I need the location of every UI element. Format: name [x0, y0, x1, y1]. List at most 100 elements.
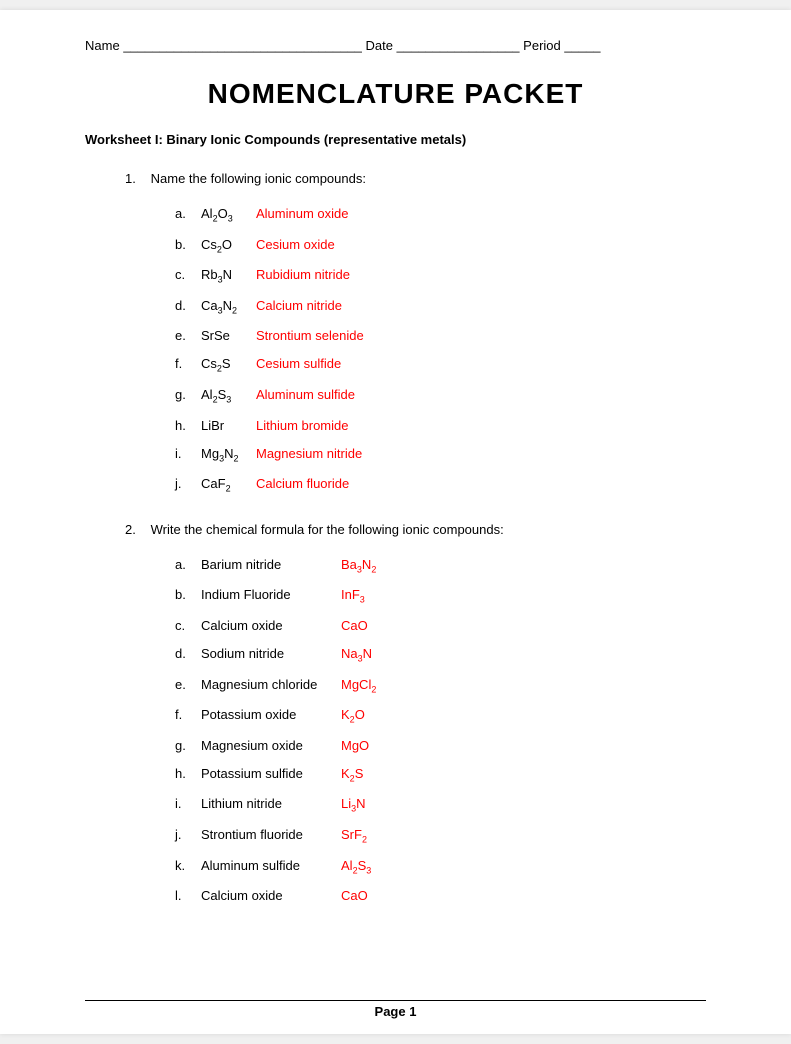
- item-letter: g.: [175, 738, 201, 753]
- item-formula: Cs2O: [201, 237, 256, 255]
- item-compound-name: Potassium sulfide: [201, 766, 341, 781]
- item-letter: d.: [175, 298, 201, 313]
- item-letter: d.: [175, 646, 201, 661]
- q1-item-row: h.LiBrLithium bromide: [175, 418, 706, 433]
- item-formula: Al2O3: [201, 206, 256, 224]
- question-2-num: 2.: [125, 522, 147, 537]
- item-compound-name: Sodium nitride: [201, 646, 341, 661]
- q1-item-row: g.Al2S3Aluminum sulfide: [175, 387, 706, 405]
- q2-item-row: a.Barium nitrideBa3N2: [175, 557, 706, 575]
- worksheet-title: Worksheet I: Binary Ionic Compounds (rep…: [85, 132, 706, 147]
- item-compound-name: Strontium fluoride: [201, 827, 341, 842]
- item-letter: c.: [175, 618, 201, 633]
- item-formula: SrSe: [201, 328, 256, 343]
- q2-item-row: l.Calcium oxideCaO: [175, 888, 706, 903]
- item-answer-formula: CaO: [341, 618, 368, 633]
- item-compound-name: Aluminum sulfide: [201, 858, 341, 873]
- q2-item-row: c.Calcium oxideCaO: [175, 618, 706, 633]
- q2-item-row: b.Indium FluorideInF3: [175, 587, 706, 605]
- item-answer: Calcium fluoride: [256, 476, 349, 491]
- q1-item-row: c.Rb3NRubidium nitride: [175, 267, 706, 285]
- question-1-items: a.Al2O3Aluminum oxide b.Cs2OCesium oxide c…: [175, 206, 706, 494]
- q1-item-row: a.Al2O3Aluminum oxide: [175, 206, 706, 224]
- item-formula: Cs2S: [201, 356, 256, 374]
- q2-item-row: e.Magnesium chlorideMgCl2: [175, 677, 706, 695]
- item-letter: c.: [175, 267, 201, 282]
- item-letter: b.: [175, 237, 201, 252]
- item-letter: g.: [175, 387, 201, 402]
- item-answer-formula: Na3N: [341, 646, 372, 664]
- q2-item-row: h.Potassium sulfideK2S: [175, 766, 706, 784]
- q2-item-row: j.Strontium fluorideSrF2: [175, 827, 706, 845]
- item-letter: b.: [175, 587, 201, 602]
- item-compound-name: Calcium oxide: [201, 618, 341, 633]
- item-answer: Aluminum sulfide: [256, 387, 355, 402]
- item-letter: j.: [175, 476, 201, 491]
- item-answer-formula: Al2S3: [341, 858, 371, 876]
- question-2: 2. Write the chemical formula for the fo…: [125, 522, 706, 537]
- header-line: Name _________________________________ D…: [85, 38, 706, 53]
- item-letter: k.: [175, 858, 201, 873]
- q1-item-row: j.CaF2Calcium fluoride: [175, 476, 706, 494]
- item-compound-name: Magnesium oxide: [201, 738, 341, 753]
- item-letter: j.: [175, 827, 201, 842]
- q1-item-row: i.Mg3N2Magnesium nitride: [175, 446, 706, 464]
- item-letter: f.: [175, 707, 201, 722]
- item-answer-formula: MgCl2: [341, 677, 376, 695]
- item-answer: Strontium selenide: [256, 328, 364, 343]
- item-answer: Magnesium nitride: [256, 446, 362, 461]
- item-answer-formula: K2S: [341, 766, 363, 784]
- item-answer: Cesium sulfide: [256, 356, 341, 371]
- item-letter: l.: [175, 888, 201, 903]
- q1-item-row: d.Ca3N2Calcium nitride: [175, 298, 706, 316]
- item-answer: Calcium nitride: [256, 298, 342, 313]
- date-blank: _________________: [397, 38, 520, 53]
- q2-item-row: d.Sodium nitrideNa3N: [175, 646, 706, 664]
- q2-item-row: i.Lithium nitrideLi3N: [175, 796, 706, 814]
- item-letter: h.: [175, 418, 201, 433]
- question-2-text: Write the chemical formula for the follo…: [151, 522, 504, 537]
- item-formula: LiBr: [201, 418, 256, 433]
- question-1-text: Name the following ionic compounds:: [151, 171, 366, 186]
- name-label: Name: [85, 38, 120, 53]
- item-formula: Mg3N2: [201, 446, 256, 464]
- q1-item-row: f.Cs2SCesium sulfide: [175, 356, 706, 374]
- item-answer: Lithium bromide: [256, 418, 349, 433]
- item-letter: h.: [175, 766, 201, 781]
- item-answer: Aluminum oxide: [256, 206, 349, 221]
- date-label: Date: [366, 38, 393, 53]
- item-formula: Rb3N: [201, 267, 256, 285]
- page-footer: Page 1: [85, 1000, 706, 1019]
- name-blank: _________________________________: [123, 38, 362, 53]
- item-answer: Rubidium nitride: [256, 267, 350, 282]
- q2-item-row: k.Aluminum sulfideAl2S3: [175, 858, 706, 876]
- item-answer-formula: Ba3N2: [341, 557, 376, 575]
- q1-item-row: b.Cs2OCesium oxide: [175, 237, 706, 255]
- item-compound-name: Magnesium chloride: [201, 677, 341, 692]
- item-answer-formula: Li3N: [341, 796, 366, 814]
- q2-item-row: g.Magnesium oxideMgO: [175, 738, 706, 753]
- worksheet-page: Name _________________________________ D…: [0, 10, 791, 1034]
- item-answer: Cesium oxide: [256, 237, 335, 252]
- item-compound-name: Potassium oxide: [201, 707, 341, 722]
- item-answer-formula: SrF2: [341, 827, 367, 845]
- q1-item-row: e.SrSeStrontium selenide: [175, 328, 706, 343]
- question-1-num: 1.: [125, 171, 147, 186]
- item-answer-formula: CaO: [341, 888, 368, 903]
- item-answer-formula: K2O: [341, 707, 365, 725]
- question-1: 1. Name the following ionic compounds:: [125, 171, 706, 186]
- item-compound-name: Indium Fluoride: [201, 587, 341, 602]
- item-formula: CaF2: [201, 476, 256, 494]
- page-title: NOMENCLATURE PACKET: [85, 78, 706, 110]
- question-2-items: a.Barium nitrideBa3N2 b.Indium FluorideIn…: [175, 557, 706, 903]
- item-letter: f.: [175, 356, 201, 371]
- item-compound-name: Barium nitride: [201, 557, 341, 572]
- item-compound-name: Lithium nitride: [201, 796, 341, 811]
- item-formula: Al2S3: [201, 387, 256, 405]
- item-letter: a.: [175, 206, 201, 221]
- q2-item-row: f.Potassium oxideK2O: [175, 707, 706, 725]
- item-compound-name: Calcium oxide: [201, 888, 341, 903]
- item-formula: Ca3N2: [201, 298, 256, 316]
- item-letter: e.: [175, 677, 201, 692]
- period-blank: _____: [564, 38, 600, 53]
